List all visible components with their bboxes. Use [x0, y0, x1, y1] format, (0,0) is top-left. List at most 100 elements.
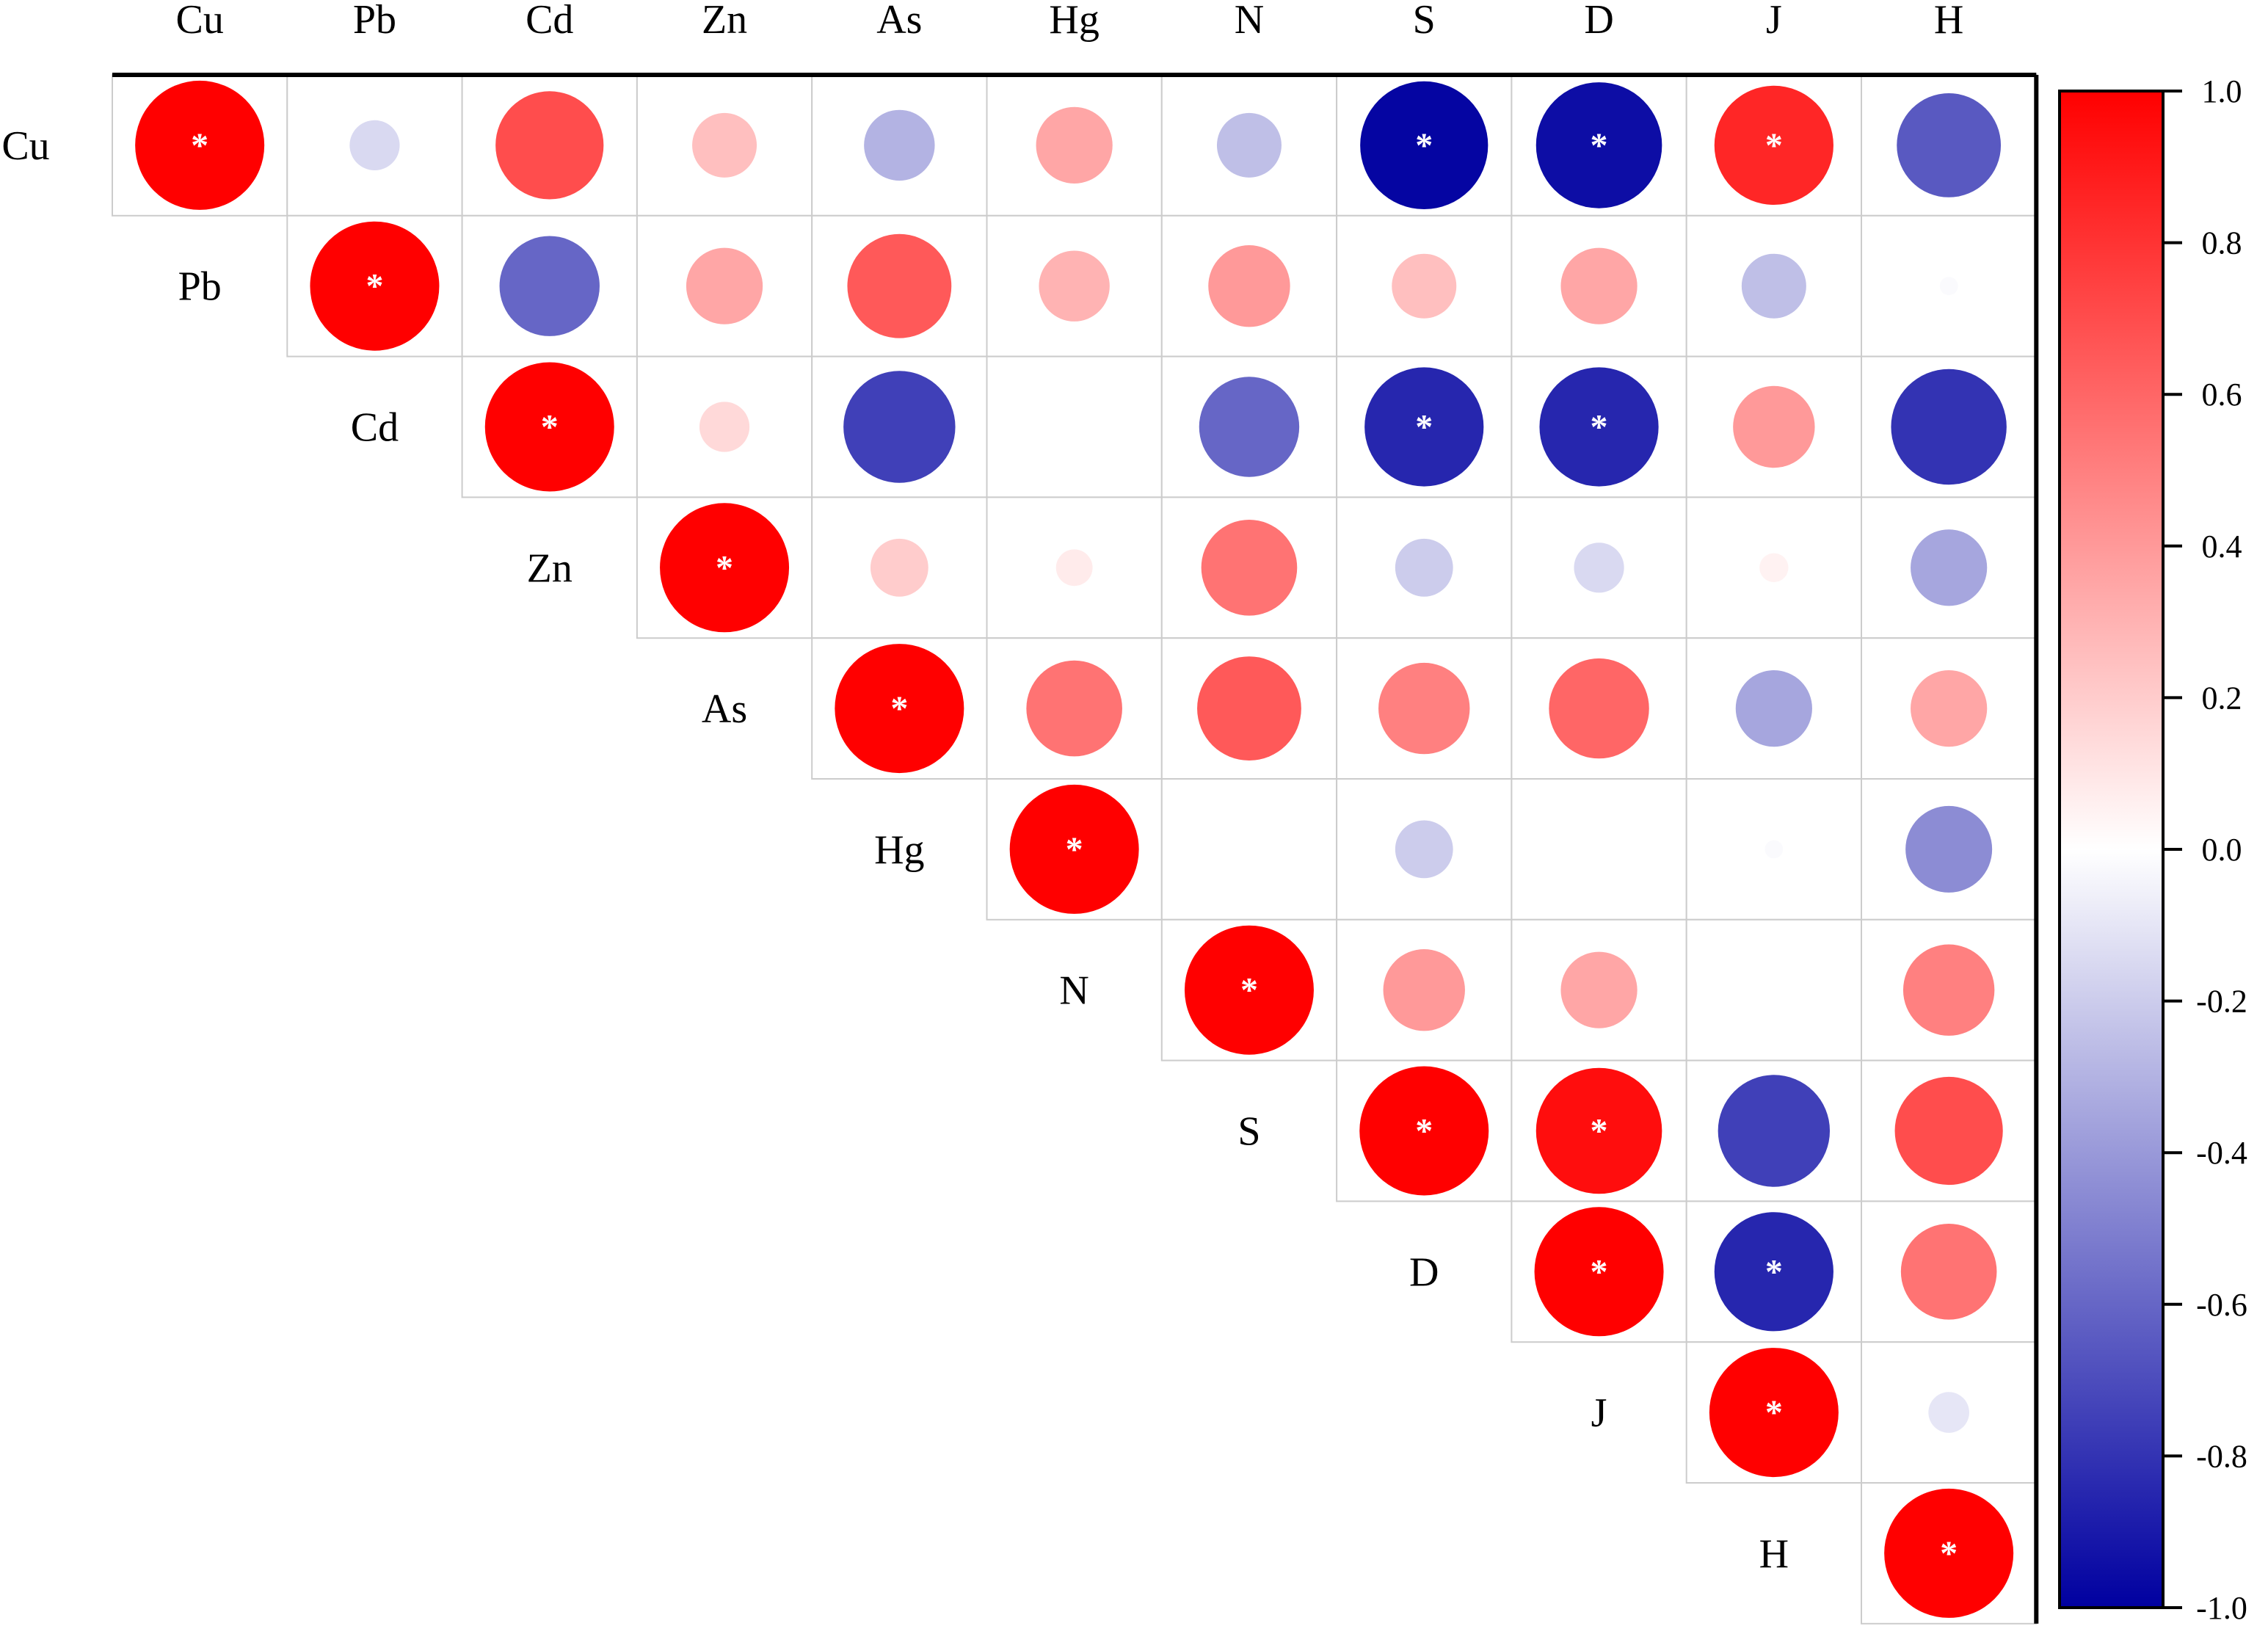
row-label-hg: Hg: [874, 827, 924, 873]
significance-star: *: [1765, 126, 1783, 165]
colorbar-tick-label: 1.0: [2202, 73, 2242, 109]
corr-marker-n-n: [1184, 925, 1314, 1055]
corr-marker-hg-h: [1905, 805, 1993, 893]
column-label-cu: Cu: [175, 0, 223, 43]
cell-frame: [1685, 918, 1862, 1061]
corr-marker-zn-n: [1201, 520, 1298, 616]
corr-marker-as-j: [1735, 670, 1812, 747]
corr-marker-n-s: [1383, 949, 1465, 1031]
corr-marker-cu-pb: [349, 120, 400, 170]
cell-frame: [1160, 778, 1338, 921]
corr-marker-cd-zn: [699, 402, 750, 452]
colorbar-tick-label: -1.0: [2196, 1590, 2247, 1626]
row-label-n: N: [1059, 968, 1088, 1014]
corr-marker-pb-j: [1741, 253, 1806, 319]
significance-star: *: [1765, 1393, 1783, 1432]
significance-star: *: [1765, 1252, 1783, 1291]
row-label-pb: Pb: [178, 264, 222, 310]
corr-marker-s-j: [1718, 1075, 1831, 1187]
column-label-as: As: [876, 0, 922, 43]
corr-marker-cu-n: [1216, 112, 1282, 178]
row-label-j: J: [1591, 1390, 1607, 1436]
corr-marker-s-h: [1894, 1076, 2003, 1186]
significance-star: *: [1591, 1112, 1608, 1151]
row-label-cu: Cu: [1, 123, 49, 169]
column-label-zn: Zn: [702, 0, 747, 43]
corr-marker-zn-h: [1911, 529, 1988, 606]
corr-marker-h-h: [1884, 1488, 2014, 1618]
corr-marker-zn-s: [1395, 538, 1453, 597]
corr-marker-pb-h: [1939, 277, 1958, 296]
corr-marker-hg-j: [1764, 840, 1784, 859]
cell-frame: [636, 214, 813, 357]
corr-marker-pb-pb: [310, 221, 440, 351]
significance-star: *: [191, 126, 208, 165]
significance-star: *: [1066, 830, 1083, 869]
corr-marker-d-j: [1714, 1212, 1833, 1332]
corr-marker-as-as: [835, 644, 964, 774]
column-label-n: N: [1235, 0, 1264, 43]
column-label-hg: Hg: [1049, 0, 1099, 43]
significance-star: *: [366, 267, 383, 306]
corr-marker-as-h: [1911, 670, 1988, 747]
corr-marker-hg-hg: [1009, 784, 1139, 914]
significance-star: *: [1591, 408, 1608, 447]
significance-star: *: [1240, 971, 1258, 1010]
column-labels: Cu Pb Cd Zn As Hg N S D J H: [175, 0, 1963, 43]
cell-frame: [986, 355, 1163, 498]
corr-marker-zn-hg: [1055, 549, 1093, 587]
cell-frame: [1511, 778, 1687, 921]
corr-marker-as-n: [1197, 656, 1301, 761]
corr-marker-zn-as: [870, 538, 928, 597]
colorbar-tick-label: -0.8: [2196, 1438, 2247, 1474]
correlation-markers: * * * * * * * * * * * * * * * * * *: [135, 80, 2014, 1618]
colorbar-tick-label: -0.4: [2196, 1135, 2247, 1171]
corr-marker-as-s: [1378, 662, 1470, 755]
significance-star: *: [716, 548, 733, 587]
corr-marker-cu-j: [1714, 85, 1833, 206]
corr-marker-n-d: [1560, 951, 1638, 1028]
corr-marker-cu-h: [1897, 92, 2002, 197]
row-label-d: D: [1409, 1249, 1439, 1295]
column-label-s: S: [1413, 0, 1436, 43]
colorbar-tick-label: -0.6: [2196, 1287, 2247, 1323]
corr-marker-cu-s: [1360, 81, 1489, 210]
corr-marker-pb-d: [1560, 247, 1638, 324]
corr-marker-pb-as: [847, 233, 952, 338]
significance-star: *: [541, 408, 559, 447]
corr-marker-pb-cd: [499, 236, 600, 336]
corr-marker-cu-d: [1535, 82, 1662, 208]
axis-lines: [112, 73, 2039, 1624]
corr-marker-pb-s: [1392, 253, 1457, 319]
corr-marker-cu-zn: [692, 112, 757, 178]
column-label-cd: Cd: [526, 0, 573, 43]
row-label-zn: Zn: [527, 545, 573, 591]
corr-marker-as-hg: [1026, 660, 1122, 757]
row-labels: Cu Pb Cd Zn As Hg N S D J H: [1, 123, 1789, 1577]
colorbar-tick-label: 0.8: [2202, 225, 2242, 261]
corr-marker-j-h: [1928, 1392, 1969, 1433]
significance-star: *: [1415, 408, 1433, 447]
corr-marker-d-h: [1900, 1224, 1997, 1320]
corr-marker-hg-s: [1395, 820, 1453, 879]
row-label-cd: Cd: [351, 405, 399, 451]
colorbar-tick-label: 0.4: [2202, 529, 2242, 565]
colorbar-tick-label: 0.6: [2202, 377, 2242, 413]
corr-marker-s-s: [1359, 1066, 1489, 1196]
significance-star: *: [890, 689, 908, 728]
colorbar-tick-label: 0.0: [2202, 832, 2242, 868]
row-label-s: S: [1237, 1109, 1260, 1155]
corr-marker-zn-zn: [660, 503, 790, 633]
column-label-d: D: [1584, 0, 1613, 43]
corr-marker-d-d: [1534, 1207, 1664, 1337]
corr-marker-cd-h: [1891, 369, 2007, 485]
corr-marker-cu-cu: [135, 80, 265, 210]
column-label-h: H: [1934, 0, 1963, 43]
column-label-j: J: [1766, 0, 1782, 43]
row-label-as: As: [702, 686, 747, 732]
colorbar-tick-label: 0.2: [2202, 680, 2242, 716]
corr-marker-n-h: [1902, 944, 1995, 1036]
significance-star: *: [1940, 1534, 1958, 1573]
colorbar-tick-label: -0.2: [2196, 984, 2247, 1020]
